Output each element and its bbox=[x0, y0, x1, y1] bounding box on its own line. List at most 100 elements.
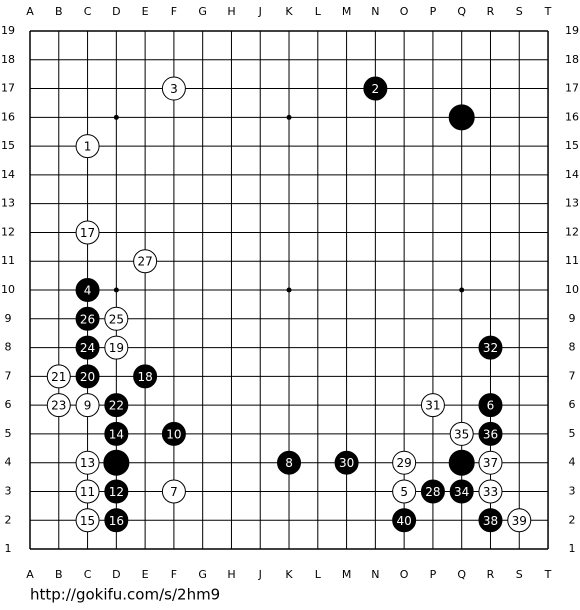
column-label: N bbox=[371, 568, 379, 581]
move-number: 26 bbox=[80, 312, 95, 326]
row-label: 1 bbox=[5, 542, 12, 555]
row-label: 4 bbox=[569, 456, 576, 469]
black-stone bbox=[104, 421, 129, 446]
row-label: 19 bbox=[565, 24, 579, 37]
move-number: 21 bbox=[51, 370, 66, 384]
move-number: 11 bbox=[80, 485, 95, 499]
column-label: J bbox=[258, 5, 262, 18]
move-number: 5 bbox=[400, 485, 408, 499]
move-number: 1 bbox=[84, 140, 92, 154]
move-number: 7 bbox=[170, 485, 178, 499]
move-number: 6 bbox=[487, 399, 495, 413]
column-label: O bbox=[400, 568, 409, 581]
black-stone bbox=[104, 393, 129, 418]
footer-url: http://gokifu.com/s/2hm9 bbox=[30, 586, 220, 604]
move-number: 18 bbox=[137, 370, 152, 384]
move-number: 35 bbox=[454, 427, 469, 441]
column-label: O bbox=[400, 5, 409, 18]
white-stone bbox=[161, 76, 186, 101]
move-number: 28 bbox=[425, 485, 440, 499]
row-label: 12 bbox=[565, 225, 579, 238]
move-number: 15 bbox=[80, 514, 95, 528]
row-label: 18 bbox=[1, 53, 15, 66]
column-label: Q bbox=[457, 5, 466, 18]
black-stone bbox=[104, 508, 129, 533]
column-label: K bbox=[285, 5, 293, 18]
white-stone bbox=[46, 364, 71, 389]
black-stone bbox=[75, 335, 100, 360]
move-number: 24 bbox=[80, 341, 95, 355]
black-stone bbox=[449, 479, 474, 504]
move-number: 12 bbox=[109, 485, 124, 499]
column-label: H bbox=[227, 5, 235, 18]
black-stone bbox=[277, 450, 302, 475]
row-label: 1 bbox=[569, 542, 576, 555]
black-stone bbox=[448, 104, 475, 131]
black-stone bbox=[133, 364, 158, 389]
black-stone bbox=[363, 76, 388, 101]
move-number: 38 bbox=[483, 514, 498, 528]
column-label: T bbox=[544, 5, 552, 18]
black-stone bbox=[478, 421, 503, 446]
column-label: E bbox=[142, 568, 149, 581]
move-number: 16 bbox=[109, 514, 124, 528]
column-label: B bbox=[55, 5, 63, 18]
row-label: 16 bbox=[1, 110, 15, 123]
row-label: 8 bbox=[5, 341, 12, 354]
move-number: 9 bbox=[84, 399, 92, 413]
white-stone bbox=[507, 508, 532, 533]
column-label: C bbox=[84, 5, 92, 18]
black-stone bbox=[478, 393, 503, 418]
move-number: 32 bbox=[483, 341, 498, 355]
row-label: 9 bbox=[5, 312, 12, 325]
white-stone bbox=[75, 134, 100, 159]
star-point bbox=[113, 114, 119, 120]
white-stone bbox=[478, 479, 503, 504]
move-number: 22 bbox=[109, 399, 124, 413]
move-number: 13 bbox=[80, 456, 95, 470]
column-label: R bbox=[487, 568, 495, 581]
white-stone bbox=[449, 421, 474, 446]
move-number: 3 bbox=[170, 82, 178, 96]
move-number: 36 bbox=[483, 427, 498, 441]
move-number: 27 bbox=[137, 255, 152, 269]
move-number: 10 bbox=[166, 427, 181, 441]
column-label: A bbox=[26, 5, 34, 18]
row-label: 15 bbox=[1, 139, 15, 152]
white-stone bbox=[420, 393, 445, 418]
star-point bbox=[459, 287, 465, 293]
row-label: 2 bbox=[5, 513, 12, 526]
move-number: 39 bbox=[512, 514, 527, 528]
row-label: 16 bbox=[565, 110, 579, 123]
column-label: S bbox=[516, 5, 523, 18]
column-label: M bbox=[342, 5, 352, 18]
move-number: 23 bbox=[51, 399, 66, 413]
row-label: 14 bbox=[1, 168, 15, 181]
row-label: 15 bbox=[565, 139, 579, 152]
column-label: S bbox=[516, 568, 523, 581]
row-label: 10 bbox=[565, 283, 579, 296]
white-stone bbox=[75, 220, 100, 245]
white-stone bbox=[392, 450, 417, 475]
row-label: 6 bbox=[5, 398, 12, 411]
black-stone bbox=[448, 449, 475, 476]
move-number: 40 bbox=[396, 514, 411, 528]
row-label: 5 bbox=[5, 427, 12, 440]
move-number: 8 bbox=[285, 456, 293, 470]
move-number: 30 bbox=[339, 456, 354, 470]
black-stone bbox=[478, 335, 503, 360]
move-number: 31 bbox=[425, 399, 440, 413]
move-number: 17 bbox=[80, 226, 95, 240]
white-stone bbox=[104, 306, 129, 331]
column-label: C bbox=[84, 568, 92, 581]
move-number: 19 bbox=[109, 341, 124, 355]
column-label: B bbox=[55, 568, 63, 581]
column-label: M bbox=[342, 568, 352, 581]
row-label: 9 bbox=[569, 312, 576, 325]
black-stone bbox=[75, 364, 100, 389]
white-stone bbox=[161, 479, 186, 504]
column-label: D bbox=[112, 5, 120, 18]
row-label: 3 bbox=[569, 484, 576, 497]
column-label: T bbox=[544, 568, 552, 581]
